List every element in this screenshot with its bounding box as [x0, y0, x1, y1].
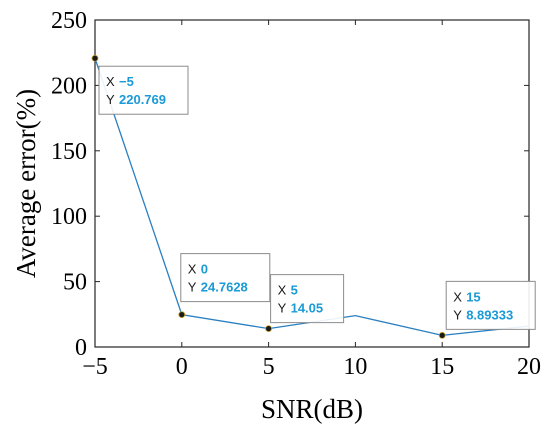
datatip: X 15 Y 8.89333	[438, 280, 536, 339]
datatip-y-value: 8.89333	[466, 307, 513, 322]
datatip-y-key: Y	[278, 301, 287, 316]
datatip-y-key: Y	[106, 92, 115, 107]
datatip-x-key: X	[453, 289, 462, 304]
datatip-y-value: 24.7628	[201, 280, 248, 295]
datatip-x-key: X	[188, 262, 197, 277]
y-tick-label: 50	[63, 270, 87, 296]
datatip-y-key: Y	[453, 307, 462, 322]
y-tick-label: 200	[51, 73, 87, 99]
x-tick-label: 5	[263, 354, 275, 380]
datatip-x-key: X	[278, 283, 287, 298]
y-axis-title: Average error(%)	[11, 89, 41, 278]
datatip-box	[180, 253, 271, 303]
datatip-y-value: 14.05	[291, 301, 324, 316]
x-tick-label: −5	[82, 354, 108, 380]
datatip: X 0Y 24.7628	[178, 253, 271, 319]
datatip-x-value: 0	[201, 262, 208, 277]
datatip-x-key: X	[106, 74, 115, 89]
datatip: X 5Y 14.05	[265, 274, 345, 333]
datatip-box	[270, 274, 345, 324]
datatip-marker	[265, 325, 273, 333]
datatip-y-value: 220.769	[119, 92, 166, 107]
axes-box	[94, 19, 530, 348]
x-tick-label: 10	[343, 354, 367, 380]
y-tick-label: 0	[75, 335, 87, 361]
axes-frame	[94, 19, 530, 348]
datatip-marker	[91, 54, 99, 62]
datatip-box	[445, 280, 536, 330]
datatip-marker	[438, 331, 446, 339]
y-tick-label: 150	[51, 139, 87, 165]
datatip-box	[98, 65, 189, 115]
datatip-x-value: 15	[466, 289, 480, 304]
x-tick-label: 15	[430, 354, 454, 380]
datatip-x-value: 5	[291, 283, 298, 298]
datatip: X −5 Y 220.769	[91, 54, 189, 115]
datatip-marker	[178, 311, 186, 319]
y-tick-label: 100	[51, 204, 87, 230]
x-tick-label: 20	[517, 354, 541, 380]
x-axis-title: SNR(dB)	[261, 394, 363, 424]
y-tick-label: 250	[51, 8, 87, 34]
x-tick-label: 0	[176, 354, 188, 380]
datatip-y-key: Y	[188, 280, 197, 295]
datatip-x-value: −5	[119, 74, 134, 89]
